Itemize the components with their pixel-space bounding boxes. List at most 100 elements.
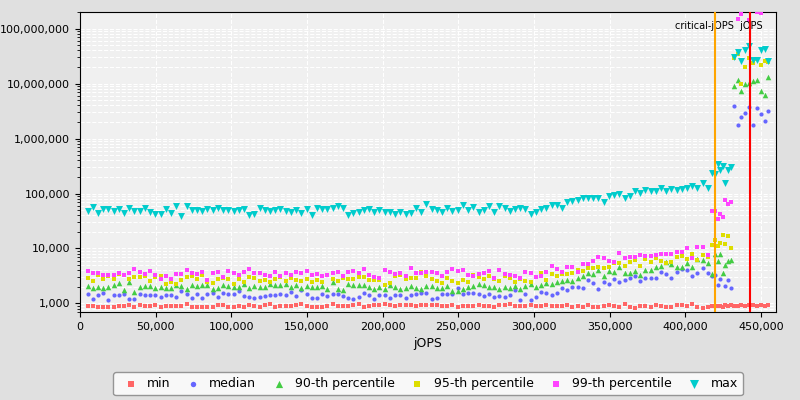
90-th percentile [498, 284, 511, 290]
max [519, 206, 532, 212]
median [118, 290, 130, 297]
median [758, 118, 771, 124]
95-th percentile [681, 255, 694, 262]
95-th percentile [159, 280, 172, 287]
median [754, 111, 767, 117]
99-th percentile [717, 214, 730, 220]
95-th percentile [211, 276, 224, 282]
median [242, 294, 255, 300]
99-th percentile [702, 251, 714, 258]
99-th percentile [503, 272, 516, 278]
95-th percentile [352, 274, 365, 281]
90-th percentile [138, 282, 151, 289]
90-th percentile [186, 282, 198, 288]
95-th percentile [746, 60, 759, 66]
max [742, 43, 755, 50]
90-th percentile [201, 282, 214, 289]
median [587, 280, 600, 286]
99-th percentile [211, 268, 224, 275]
99-th percentile [331, 269, 344, 275]
90-th percentile [97, 285, 110, 291]
median [196, 295, 209, 301]
median [113, 292, 126, 298]
95-th percentile [206, 280, 219, 286]
95-th percentile [414, 269, 427, 276]
90-th percentile [222, 282, 234, 289]
90-th percentile [462, 284, 474, 291]
max [686, 183, 698, 190]
90-th percentile [206, 286, 219, 292]
95-th percentile [488, 276, 501, 282]
median [149, 292, 162, 298]
99-th percentile [149, 271, 162, 278]
median [358, 290, 370, 297]
95-th percentile [592, 264, 605, 271]
95-th percentile [102, 273, 115, 280]
95-th percentile [118, 272, 130, 278]
max [362, 206, 375, 212]
99-th percentile [592, 254, 605, 261]
min [660, 303, 673, 310]
90-th percentile [378, 286, 391, 292]
max [582, 194, 594, 201]
max [758, 46, 771, 52]
95-th percentile [739, 64, 752, 70]
95-th percentile [300, 276, 313, 282]
99-th percentile [232, 271, 245, 278]
max [222, 206, 234, 213]
min [665, 304, 678, 310]
99-th percentile [337, 273, 350, 279]
min [144, 303, 157, 309]
median [285, 289, 298, 296]
max [238, 206, 250, 212]
90-th percentile [347, 282, 360, 288]
max [650, 187, 662, 194]
90-th percentile [709, 250, 722, 257]
max [389, 210, 402, 217]
99-th percentile [561, 264, 574, 270]
99-th percentile [242, 266, 255, 272]
90-th percentile [577, 273, 590, 280]
min [711, 303, 724, 310]
min [113, 303, 126, 309]
median [550, 289, 563, 296]
min [107, 304, 120, 310]
max [602, 192, 615, 199]
90-th percentile [149, 285, 162, 292]
max [746, 56, 759, 63]
max [608, 192, 621, 198]
max [394, 209, 406, 216]
99-th percentile [467, 273, 480, 279]
max [587, 194, 600, 201]
median [702, 270, 714, 276]
95-th percentile [618, 262, 631, 269]
max [598, 198, 610, 205]
min [264, 301, 277, 308]
median [373, 292, 386, 298]
90-th percentile [306, 284, 318, 290]
95-th percentile [144, 278, 157, 284]
99-th percentile [373, 275, 386, 282]
90-th percentile [410, 285, 422, 292]
95-th percentile [347, 276, 360, 283]
90-th percentile [217, 282, 230, 288]
99-th percentile [670, 248, 683, 255]
95-th percentile [362, 277, 375, 283]
median [290, 293, 302, 299]
90-th percentile [634, 272, 646, 278]
median [394, 292, 406, 298]
min [81, 303, 94, 310]
99-th percentile [462, 272, 474, 278]
95-th percentile [310, 277, 323, 284]
90-th percentile [467, 283, 480, 289]
median [123, 296, 136, 302]
median [711, 282, 724, 288]
min [634, 302, 646, 309]
90-th percentile [295, 284, 308, 291]
95-th percentile [410, 275, 422, 281]
99-th percentile [222, 268, 234, 274]
90-th percentile [654, 263, 667, 269]
90-th percentile [702, 260, 714, 267]
max [331, 203, 344, 210]
95-th percentile [326, 276, 339, 282]
